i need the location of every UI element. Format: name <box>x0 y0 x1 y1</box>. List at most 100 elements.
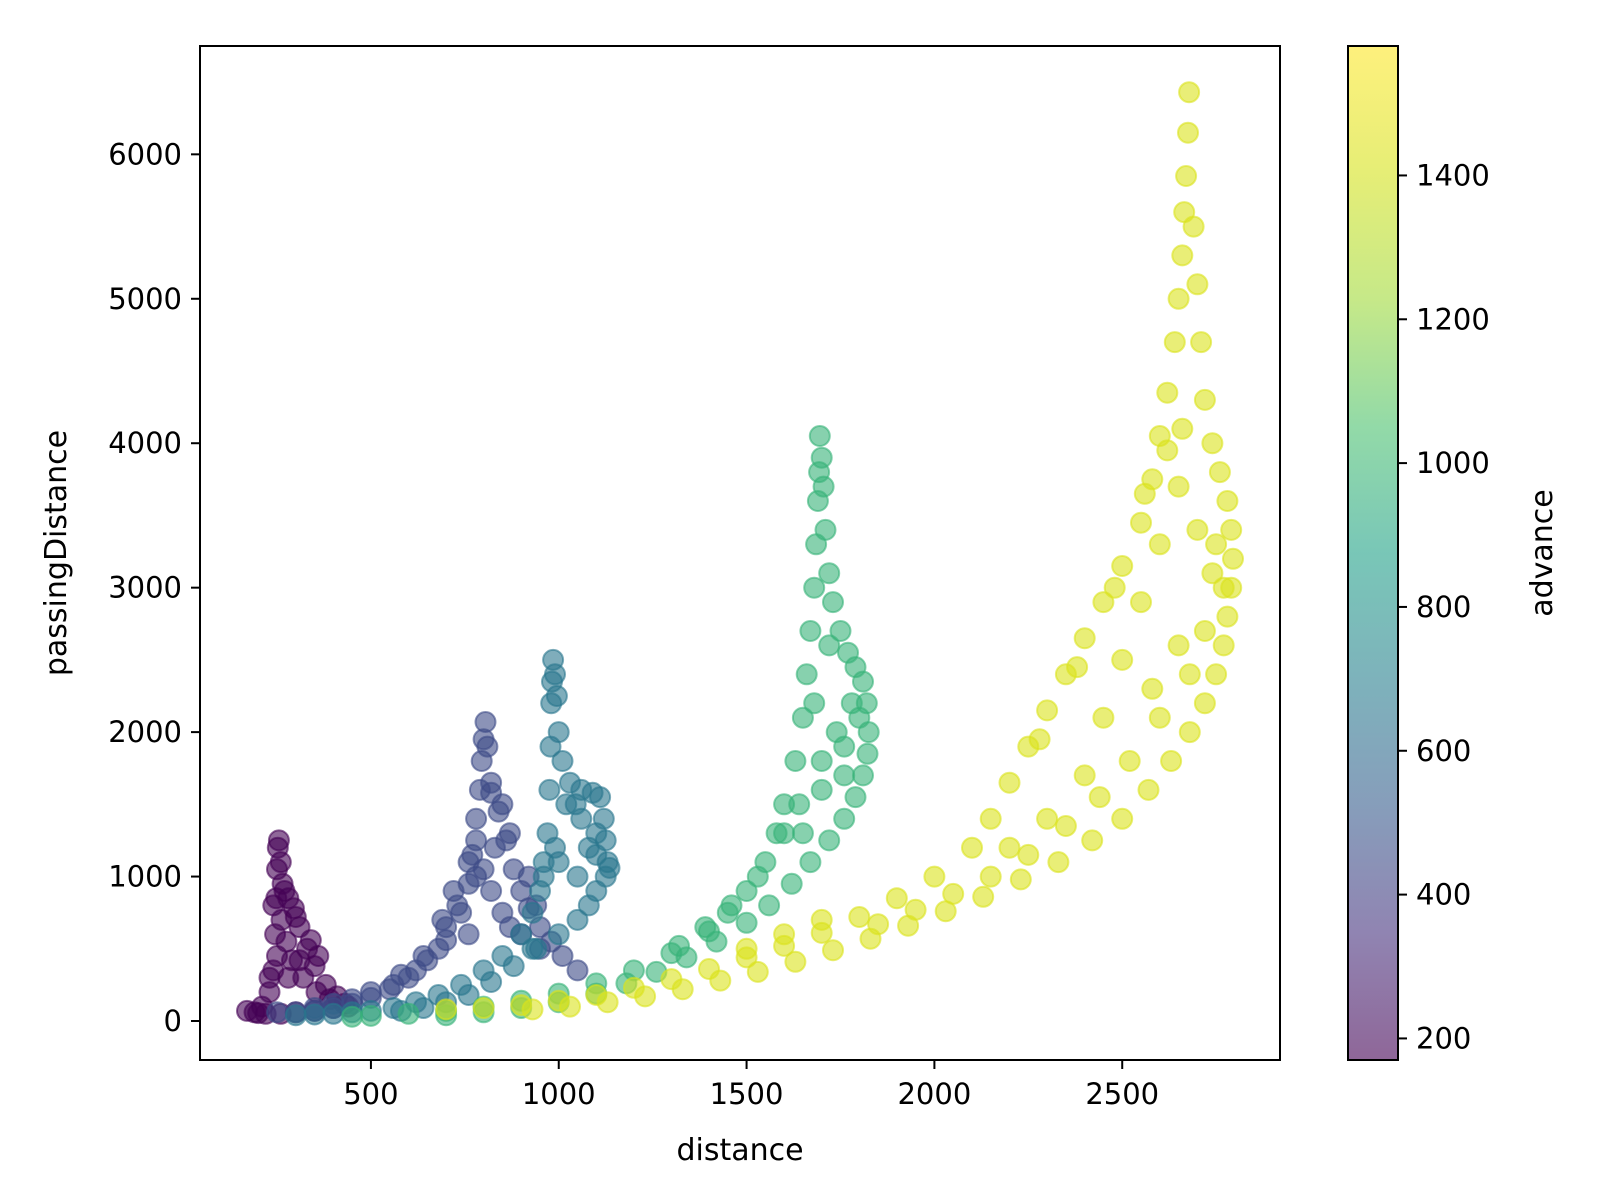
data-point <box>277 966 300 989</box>
data-point <box>818 562 841 585</box>
colorbar <box>1348 46 1398 1060</box>
data-point <box>1066 656 1089 679</box>
data-point <box>1130 511 1152 534</box>
data-point <box>885 887 908 910</box>
y-tick-label: 0 <box>164 1004 182 1038</box>
data-point <box>1148 533 1171 556</box>
data-point <box>288 949 311 972</box>
data-point <box>1073 764 1096 787</box>
data-point <box>1167 634 1190 657</box>
data-point <box>1167 287 1190 310</box>
data-point <box>810 446 833 469</box>
data-point <box>1148 706 1171 729</box>
colorbar-tick-label: 1400 <box>1416 158 1490 192</box>
data-point <box>998 771 1021 794</box>
x-tick-label: 2500 <box>1085 1077 1159 1111</box>
data-point <box>547 721 570 744</box>
data-point <box>1178 663 1201 686</box>
data-point <box>474 711 497 733</box>
data-point <box>1092 591 1115 614</box>
data-point <box>258 966 281 989</box>
data-point <box>808 425 831 447</box>
data-point <box>1163 331 1186 354</box>
data-point <box>247 1002 270 1025</box>
data-point <box>390 963 412 986</box>
data-point <box>1141 677 1164 700</box>
data-point <box>852 764 874 787</box>
data-point <box>457 923 480 946</box>
data-point <box>1133 482 1156 505</box>
data-point <box>1103 576 1126 599</box>
colorbar-frame <box>1347 45 1399 1061</box>
data-point <box>852 670 874 693</box>
x-tick-label: 1000 <box>522 1077 596 1111</box>
data-point <box>784 750 807 772</box>
data-point <box>510 923 533 946</box>
data-point <box>1212 576 1235 599</box>
data-point <box>397 1002 420 1025</box>
data-point <box>1216 605 1239 628</box>
data-point <box>359 981 382 1004</box>
data-point <box>307 945 330 967</box>
data-point <box>1193 692 1216 715</box>
data-point <box>538 778 561 801</box>
data-point <box>1212 634 1235 657</box>
data-point <box>566 908 589 931</box>
data-point <box>758 894 781 917</box>
data-point <box>480 971 503 993</box>
data-point <box>521 998 544 1021</box>
x-axis-ticks: 500 1000 1500 2000 2500 <box>343 1060 1159 1111</box>
data-point <box>1156 439 1179 462</box>
data-point <box>1216 490 1239 512</box>
x-tick-label: 500 <box>343 1077 398 1111</box>
data-point <box>998 836 1021 859</box>
data-point <box>746 865 769 888</box>
data-point <box>431 908 454 931</box>
data-point <box>709 969 732 992</box>
data-point <box>867 913 890 936</box>
data-point <box>979 807 1002 830</box>
data-point <box>1171 244 1194 267</box>
data-point <box>810 778 833 801</box>
data-point <box>1028 728 1051 751</box>
data-point <box>1160 750 1183 772</box>
data-point <box>577 836 600 859</box>
y-tick-label: 3000 <box>108 571 182 605</box>
data-point <box>521 937 544 960</box>
data-point <box>1186 518 1209 541</box>
data-point <box>442 880 465 902</box>
data-point <box>476 735 499 758</box>
data-point <box>1111 807 1134 830</box>
data-point <box>1088 786 1111 809</box>
data-point <box>833 764 856 787</box>
data-point <box>596 991 619 1014</box>
data-point <box>1186 273 1209 296</box>
data-point <box>818 829 841 852</box>
data-point <box>833 735 856 758</box>
data-point <box>483 836 506 859</box>
data-point <box>735 937 758 960</box>
data-point <box>359 1004 382 1027</box>
data-point <box>833 807 856 830</box>
data-point <box>803 576 826 599</box>
x-axis-title: distance <box>676 1133 803 1168</box>
data-point <box>803 692 826 715</box>
data-point <box>795 663 818 686</box>
data-point <box>547 851 570 874</box>
data-point <box>521 901 544 924</box>
data-point <box>269 851 292 874</box>
data-point <box>284 906 307 928</box>
data-point <box>544 663 566 686</box>
data-point <box>303 1003 326 1026</box>
data-point <box>705 930 728 953</box>
data-point <box>1177 121 1199 144</box>
data-point <box>1009 868 1032 891</box>
data-point <box>457 984 480 1006</box>
colorbar-tick-label: 400 <box>1416 878 1471 912</box>
data-point <box>559 995 581 1018</box>
data-point <box>822 591 844 614</box>
colorbar-tick-label: 1200 <box>1416 302 1490 336</box>
data-point <box>773 923 796 946</box>
data-point <box>566 959 589 982</box>
